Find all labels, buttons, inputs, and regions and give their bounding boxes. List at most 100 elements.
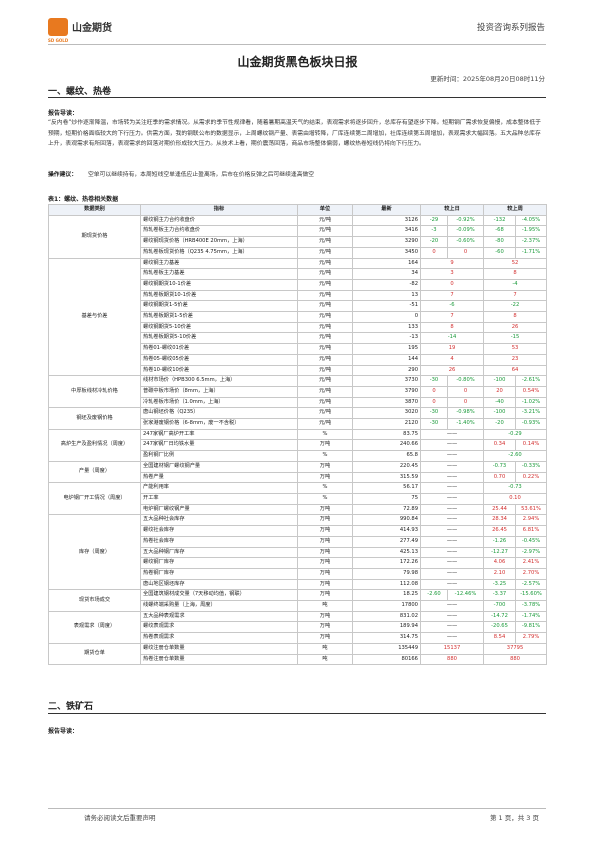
category-cell: 现货市场成交 — [48, 589, 141, 612]
latest-cell: 17800 — [352, 600, 421, 612]
table-row: 热卷注册仓单数量吨 80166 880 880 — [49, 653, 548, 666]
table-row: 表观需求（周度） 五大品种表观需求 万吨 831.02 —— -14.72 -1.74% — [48, 610, 548, 644]
table-row: 247家钢厂日均铁水量 万吨 240.66 —— 0.34 0.14% — [49, 439, 548, 452]
day-change: —— — [419, 578, 485, 591]
unit-cell: % — [297, 482, 353, 494]
indicator-cell: 全国建材钢厂螺纹钢产量 — [140, 460, 298, 473]
indicator-cell: 热轧卷板期货5-10价差 — [140, 332, 298, 345]
day-change: —— — [419, 503, 485, 516]
table-row: 线螺终端采购量（上海，周度）吨 17800 —— -700 -3.78% — [49, 600, 548, 612]
latest-cell: 34 — [352, 268, 421, 280]
day-change: 8 — [419, 321, 485, 334]
week-change: 26.45 — [483, 525, 517, 537]
indicator-cell: 247家钢厂日均铁水量 — [140, 439, 298, 452]
week-change-pct: -2.97% — [515, 546, 548, 559]
unit-cell: 元/吨 — [297, 407, 353, 420]
day-change: —— — [419, 567, 485, 580]
latest-cell: 2120 — [352, 418, 421, 430]
latest-cell: 3416 — [352, 225, 421, 238]
indicator-cell: 247家钢厂高炉开工率 — [140, 428, 298, 441]
indicator-cell: 热轧卷板主力基差 — [140, 268, 298, 280]
advice-text: 空单可以继续持有，本周短线空单逢低应止盈离场，后市在价格反弹之后可继续逢高做空 — [88, 172, 315, 178]
indicator-cell: 五大品种钢厂库存 — [140, 546, 298, 559]
latest-cell: 3020 — [352, 407, 421, 420]
day-change-pct: -0.92% — [446, 214, 485, 227]
week-change: -60 — [483, 246, 517, 259]
footer-rule — [48, 808, 546, 809]
week-change: 0.34 — [483, 439, 517, 452]
day-change: -3 — [420, 225, 448, 238]
week-change: 20 — [483, 385, 517, 398]
table-row: 电炉钢厂开工情况（周度） 产能利用率% 56.17 —— -0.73 — [48, 482, 548, 516]
day-change-pct: -0.98% — [446, 407, 485, 420]
day-change: -20 — [420, 236, 448, 248]
week-change: -40 — [483, 396, 517, 409]
day-change: 19 — [419, 343, 485, 355]
week-change-pct: -1.95% — [515, 225, 548, 238]
unit-cell: 吨 — [297, 642, 353, 655]
indicator-cell: 线材市场价（HPB300 6.5mm，上海） — [140, 375, 298, 387]
table-row: 普碳中板市场价（8mm，上海） 元/吨 3790 0 0 20 0.54% — [49, 385, 548, 398]
category-cell: 表观需求（周度） — [48, 610, 141, 644]
latest-cell: 112.08 — [352, 578, 421, 591]
week-change: -1.26 — [483, 535, 517, 548]
day-change: -14 — [419, 332, 485, 345]
week-change-pct: -3.21% — [515, 407, 548, 420]
day-change: 0 — [420, 246, 448, 259]
week-change: -100 — [483, 407, 517, 420]
indicator-cell: 螺纹钢厂库存 — [140, 557, 298, 569]
indicator-cell: 热卷05-螺纹05价差 — [140, 353, 298, 366]
header-cell: 指标 — [140, 204, 298, 216]
day-change-pct: 0 — [446, 246, 485, 259]
table-row: 期现货价格 螺纹钢主力合约收盘价 元/吨 3126 -29 -0.92% -132 -4.05… — [48, 214, 548, 259]
week-change-pct: -1.74% — [515, 610, 548, 623]
latest-cell: 18.25 — [352, 589, 421, 602]
week-change-pct: -0.33% — [515, 460, 548, 473]
header-cell: 较上日 — [419, 204, 485, 216]
guide-label: 报告导读： — [48, 728, 79, 735]
week-change-pct: -3.78% — [515, 600, 548, 612]
week-change: 8.54 — [483, 632, 517, 644]
category-cell: 库存（周度） — [48, 514, 141, 591]
table-row: 螺纹社会库存 万吨 414.93 —— 26.45 6.81% — [49, 525, 548, 537]
section-heading: 一、螺纹、热卷 — [48, 87, 112, 97]
day-change: —— — [419, 439, 485, 452]
unit-cell: 元/吨 — [297, 396, 353, 409]
week-change-pct: 0.54% — [515, 385, 548, 398]
week-change: -3.37 — [483, 589, 517, 602]
day-change: -6 — [419, 300, 485, 313]
indicator-cell: 唐山钢坯价格（Q235） — [140, 407, 298, 420]
week-change: 4.06 — [483, 557, 517, 569]
unit-cell: 元/吨 — [297, 257, 353, 270]
week-change: -14.72 — [483, 610, 517, 623]
latest-cell: 314.75 — [352, 632, 421, 644]
indicator-cell: 热卷产量 — [140, 471, 298, 484]
day-change: —— — [419, 546, 485, 559]
day-change-pct: -0.80% — [446, 375, 485, 387]
unit-cell: 万吨 — [297, 632, 353, 644]
indicator-cell: 热轧卷板现货价格（Q235 4.75mm，上海） — [140, 246, 298, 259]
unit-cell: % — [297, 450, 353, 462]
day-change: —— — [419, 460, 485, 473]
latest-cell: 0 — [352, 311, 421, 323]
week-change: -20.65 — [483, 621, 517, 634]
week-change-pct: 2.70% — [515, 567, 548, 580]
week-change: 0.10 — [483, 492, 548, 505]
week-change-pct: 2.41% — [515, 557, 548, 569]
latest-cell: 65.8 — [352, 450, 421, 462]
table-row: 钢坯及废钢价格 唐山钢坯价格（Q235） 元/吨 3020 -30 -0.98% -100-… — [48, 407, 548, 430]
header-rule — [48, 44, 546, 45]
latest-cell: 75 — [352, 492, 421, 505]
unit-cell: 万吨 — [297, 546, 353, 559]
week-change: 37795 — [483, 642, 548, 655]
day-change: —— — [419, 632, 485, 644]
indicator-cell: 五大品种表观需求 — [140, 610, 298, 623]
day-change-pct: 0 — [446, 385, 485, 398]
unit-cell: 万吨 — [297, 503, 353, 516]
indicator-cell: 电炉钢厂螺纹钢产量 — [140, 503, 298, 516]
latest-cell: 56.17 — [352, 482, 421, 494]
latest-cell: 133 — [352, 321, 421, 334]
series-label: 投资咨询系列报告 — [476, 23, 545, 33]
footer-notice: 请务必阅读文后重要声明 — [84, 814, 156, 822]
section-rule — [48, 97, 546, 98]
